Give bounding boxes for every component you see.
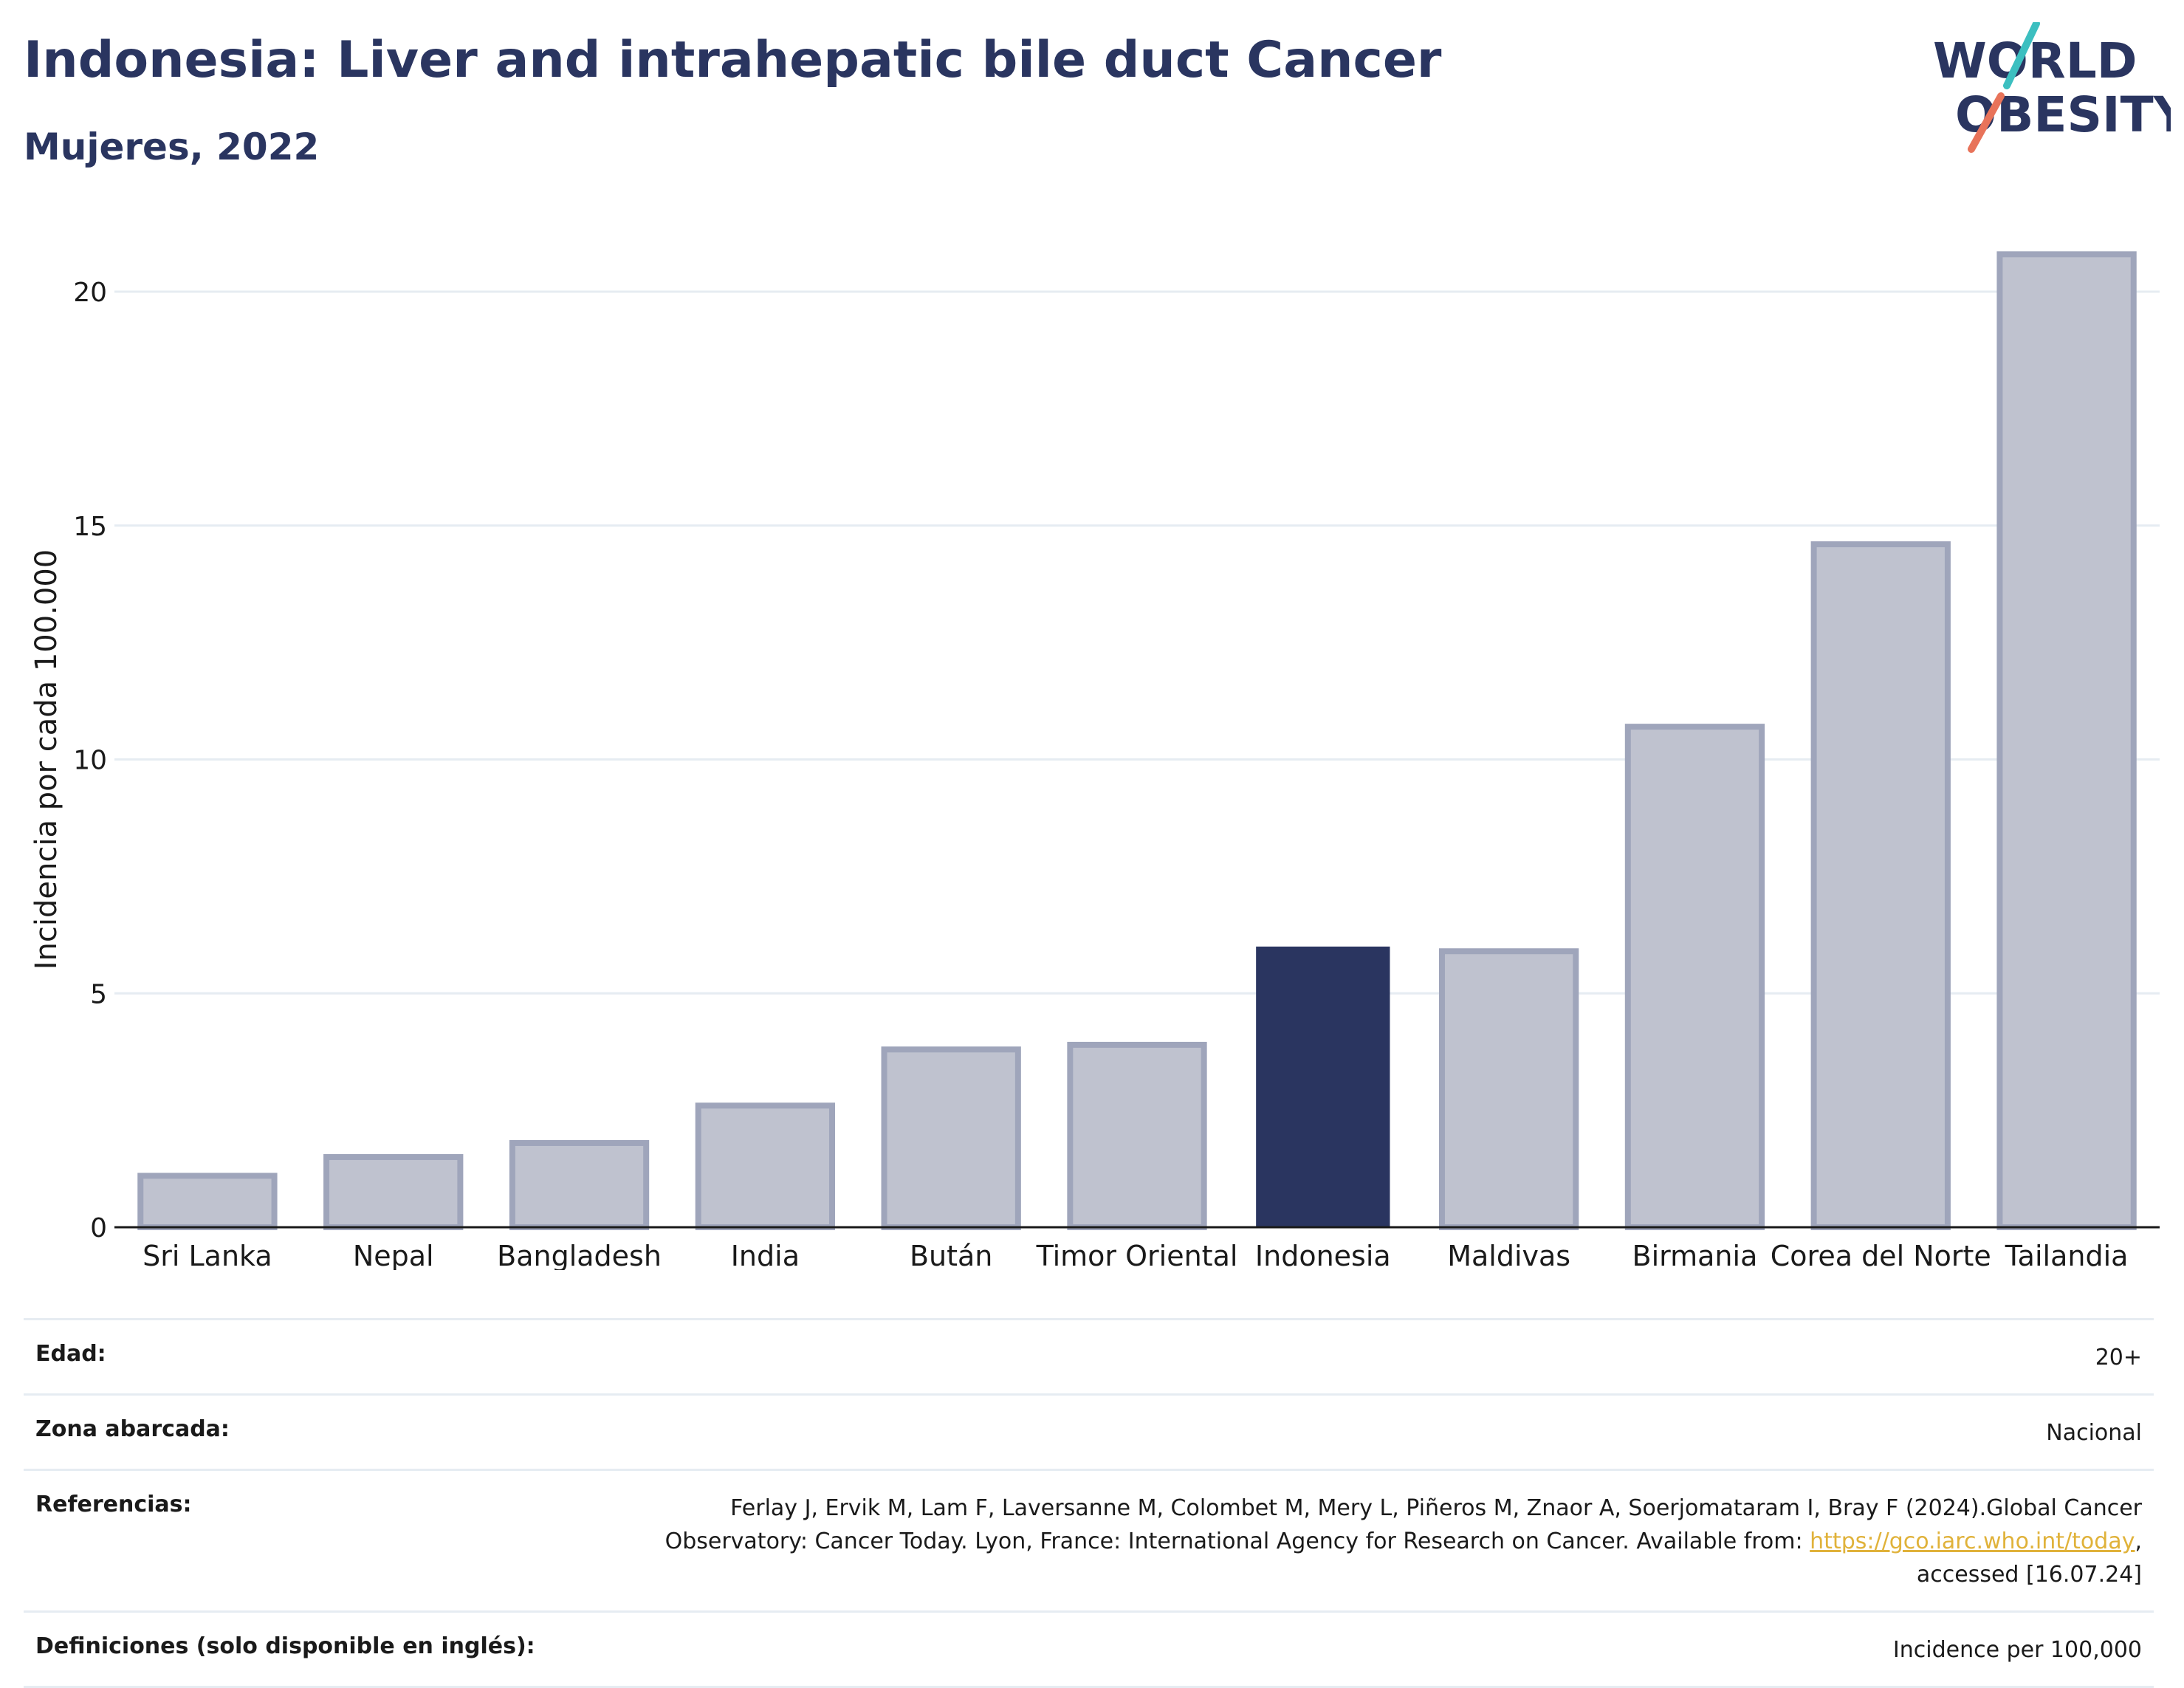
area-value: Nacional [2046, 1420, 2142, 1446]
world-obesity-logo: WORLD OBESITY [1933, 22, 2171, 153]
references-label: Referencias: [35, 1492, 192, 1517]
bar-nepal [323, 1153, 464, 1230]
age-label: Edad: [35, 1341, 106, 1367]
bar-maldivas [1438, 948, 1579, 1230]
bar-sri-lanka [137, 1173, 278, 1230]
bar-corea-del-norte [1810, 541, 1951, 1230]
info-row-age: Edad: 20+ [24, 1318, 2154, 1393]
y-tick-label: 20 [73, 278, 107, 308]
x-tick-label: Maldivas [1447, 1240, 1570, 1270]
bar-timor-oriental [1067, 1041, 1207, 1231]
x-tick-label: Indonesia [1255, 1240, 1391, 1270]
references-value: Ferlay J, Ervik M, Lam F, Laversanne M, … [628, 1492, 2142, 1591]
definitions-label: Definiciones (solo disponible en inglés)… [35, 1633, 535, 1659]
bar-chart: 0 5 10 15 20 Sri Lanka Nepal Bangladesh India Bu… [30, 251, 2160, 1270]
references-accessed: , accessed [16.07.24] [1916, 1529, 2142, 1588]
bars [137, 251, 2137, 1231]
bar-india [695, 1102, 836, 1231]
chart-title: Indonesia: Liver and intrahepatic bile d… [24, 31, 1442, 89]
bar-tailandia [1996, 251, 2137, 1231]
x-tick-label: Tailandia [2005, 1240, 2129, 1270]
bar-indonesia [1256, 946, 1390, 1227]
x-tick-labels: Sri Lanka Nepal Bangladesh India Bután Timor … [142, 1240, 2128, 1270]
logo-slash-teal [2003, 22, 2040, 89]
x-tick-label: Timor Oriental [1036, 1240, 1238, 1270]
y-axis-label: Incidencia por cada 100.000 [30, 549, 63, 970]
info-table: Edad: 20+ Zona abarcada: Nacional Refere… [24, 1318, 2154, 1688]
logo-slash-coral [1968, 92, 2005, 153]
references-link[interactable]: https://gco.iarc.who.int/today [1810, 1529, 2135, 1554]
x-tick-label: Corea del Norte [1771, 1240, 1991, 1270]
y-tick-labels: 0 5 10 15 20 [73, 278, 107, 1243]
area-label: Zona abarcada: [35, 1416, 230, 1442]
references-text: Ferlay J, Ervik M, Lam F, Laversanne M, … [665, 1495, 2142, 1554]
info-row-area: Zona abarcada: Nacional [24, 1393, 2154, 1469]
x-tick-label: Bangladesh [497, 1240, 662, 1270]
age-value: 20+ [2095, 1345, 2142, 1370]
y-tick-label: 0 [90, 1213, 107, 1243]
y-tick-label: 15 [73, 512, 107, 542]
x-tick-label: Bután [910, 1240, 992, 1270]
x-tick-label: Nepal [353, 1240, 434, 1270]
x-tick-label: Sri Lanka [142, 1240, 272, 1270]
y-tick-label: 5 [90, 979, 107, 1009]
y-tick-label: 10 [73, 746, 107, 776]
logo-text-world: WORLD [1933, 32, 2137, 89]
x-tick-label: Birmania [1632, 1240, 1758, 1270]
bar-bután [881, 1046, 1021, 1231]
chart-subtitle: Mujeres, 2022 [24, 126, 320, 168]
info-row-references: Referencias: Ferlay J, Ervik M, Lam F, L… [24, 1469, 2154, 1610]
bar-birmania [1624, 724, 1765, 1230]
x-tick-label: India [731, 1240, 800, 1270]
bar-bangladesh [509, 1139, 650, 1230]
definitions-value: Incidence per 100,000 [1892, 1637, 2142, 1663]
info-row-definitions: Definiciones (solo disponible en inglés)… [24, 1610, 2154, 1688]
